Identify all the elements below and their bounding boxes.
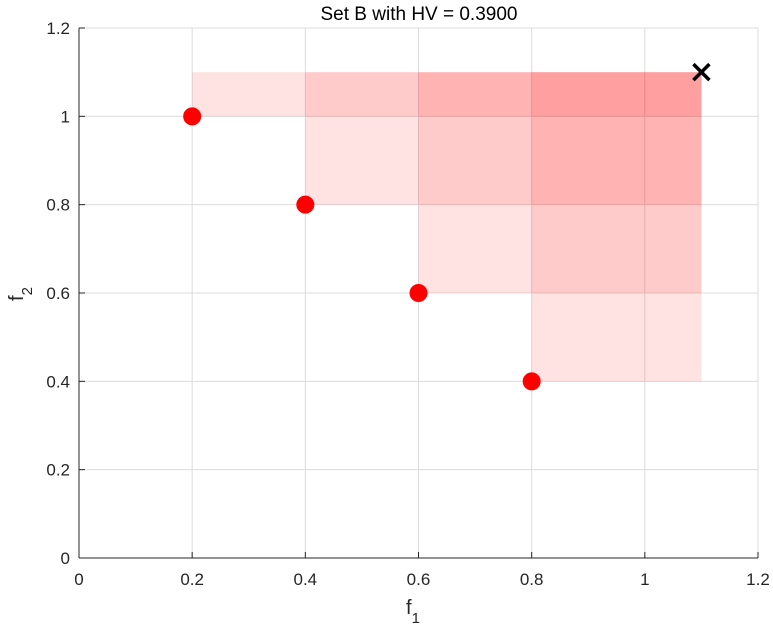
reference-point-marker: [692, 62, 711, 82]
x-axis-label-sub: 1: [412, 610, 420, 627]
dominated-box: [418, 72, 702, 294]
y-tick-label: 1: [61, 107, 70, 126]
dominated-box: [192, 72, 702, 117]
y-axis-label-base: f: [6, 295, 28, 301]
chart-title: Set B with HV = 0.3900: [321, 4, 518, 25]
y-axis-label-sub: 2: [19, 287, 36, 295]
data-point: [296, 195, 315, 214]
data-point: [522, 372, 541, 391]
axes: [78, 27, 759, 559]
y-tick-label: 0.6: [46, 284, 70, 303]
x-axis-label-base: f: [406, 597, 412, 619]
y-tick-label: 0.4: [46, 372, 70, 391]
dominated-box: [531, 72, 702, 382]
reference-x-stroke: [692, 62, 711, 82]
x-tick-label: 0.4: [294, 570, 318, 589]
tick-labels: 0 0.2 0.4 0.6 0.8 1 1.2 0 0.2 0.4 0.6 0.8 1 1.2: [46, 19, 769, 589]
data-point: [409, 284, 428, 302]
dominated-box: [305, 72, 702, 205]
y-axis-label: f2: [6, 287, 36, 301]
y-tick-label: 0: [61, 549, 70, 568]
x-axis-label: f1: [406, 597, 420, 627]
x-tick-label: 0.8: [520, 570, 544, 589]
y-tick-label: 1.2: [46, 19, 70, 38]
data-points: [183, 107, 541, 391]
x-tick-label: 1.2: [746, 570, 770, 589]
x-tick-label: 0.6: [407, 570, 431, 589]
y-tick-label: 0.2: [46, 461, 70, 480]
x-tick-label: 1: [640, 570, 649, 589]
x-tick-label: 0: [74, 570, 83, 589]
dominated-region: [192, 72, 702, 382]
reference-point: [692, 62, 711, 82]
data-point: [183, 107, 202, 126]
x-tick-label: 0.2: [180, 570, 204, 589]
y-tick-label: 0.8: [46, 196, 70, 215]
